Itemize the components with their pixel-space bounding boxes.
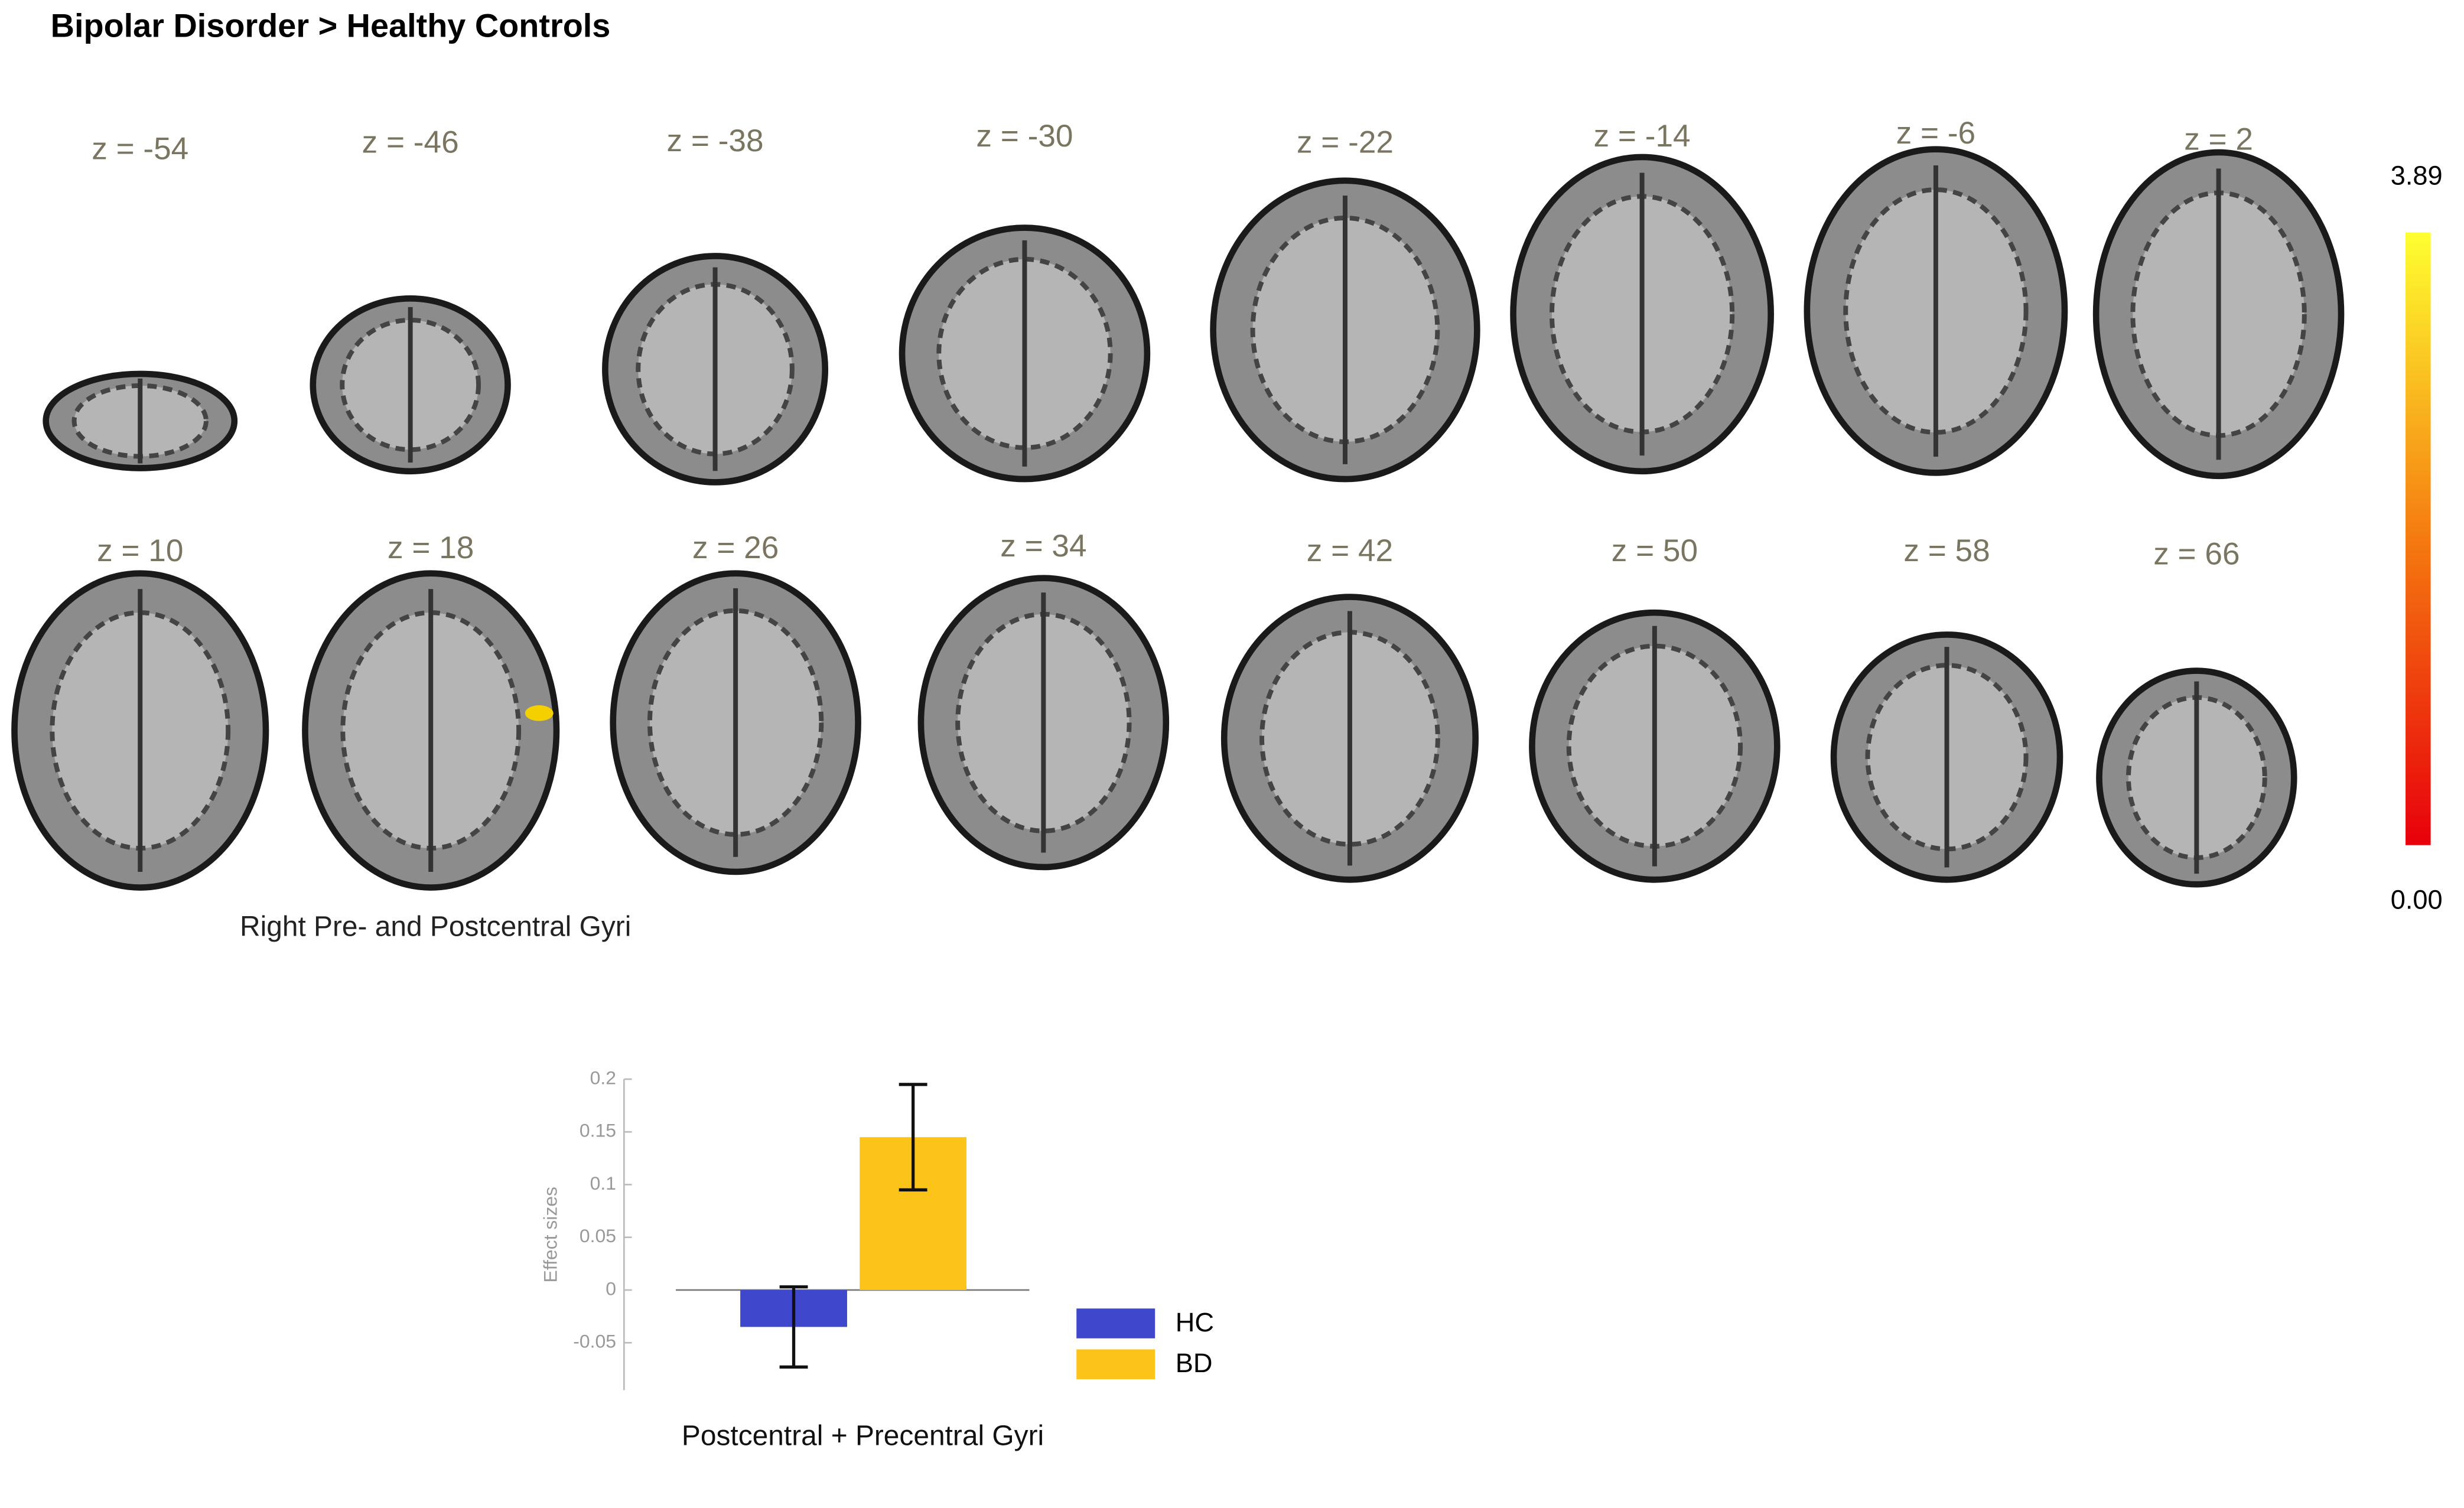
slice-label: z = -38 (667, 123, 764, 158)
slice-label: z = 50 (1612, 533, 1698, 568)
y-tick-label: 0.2 (590, 1067, 616, 1088)
slice-label: z = -6 (1896, 116, 1975, 151)
legend-swatch (1076, 1349, 1155, 1379)
x-label-box: Postcentral + Precentral Gyri (681, 1420, 1044, 1452)
slice-label: z = -30 (976, 119, 1073, 154)
slice-label: z = -46 (362, 125, 459, 160)
legend-label: HC (1176, 1307, 1214, 1337)
colorbar-max: 3.89 (2391, 160, 2443, 190)
colorbar-min: 0.00 (2391, 884, 2443, 914)
slice-label: z = 26 (692, 530, 779, 565)
legend-label: BD (1176, 1348, 1213, 1378)
error-bar (899, 1083, 927, 1192)
y-tick-label: 0.1 (590, 1172, 616, 1194)
y-tick-label: 0.05 (580, 1225, 616, 1246)
annotation: Right Pre- and Postcentral Gyri (240, 911, 631, 942)
slice-label: z = 18 (388, 530, 474, 565)
slice-label: z = 34 (1000, 529, 1086, 564)
slice-label: z = 42 (1307, 533, 1393, 568)
activation-blob (525, 705, 554, 721)
title: Bipolar Disorder > Healthy Controls (51, 7, 611, 44)
colorbar (2406, 232, 2431, 845)
y-axis-label: Effect sizes (539, 1187, 561, 1283)
y-tick-label: 0.15 (580, 1120, 616, 1141)
x-tick-label: Postcentral + Precentral Gyri (681, 1420, 1044, 1452)
slice-label: z = 58 (1903, 533, 1990, 568)
slice-label: z = -22 (1297, 125, 1394, 160)
error-bar (779, 1285, 808, 1369)
slice-label: z = -54 (92, 131, 188, 166)
y-tick-label: -0.05 (573, 1331, 616, 1352)
slice-label: z = 10 (97, 533, 183, 568)
y-tick-label: 0 (606, 1278, 616, 1299)
slice-label: z = -14 (1594, 119, 1691, 154)
slice-label: z = 66 (2153, 536, 2240, 571)
legend-swatch (1076, 1308, 1155, 1338)
